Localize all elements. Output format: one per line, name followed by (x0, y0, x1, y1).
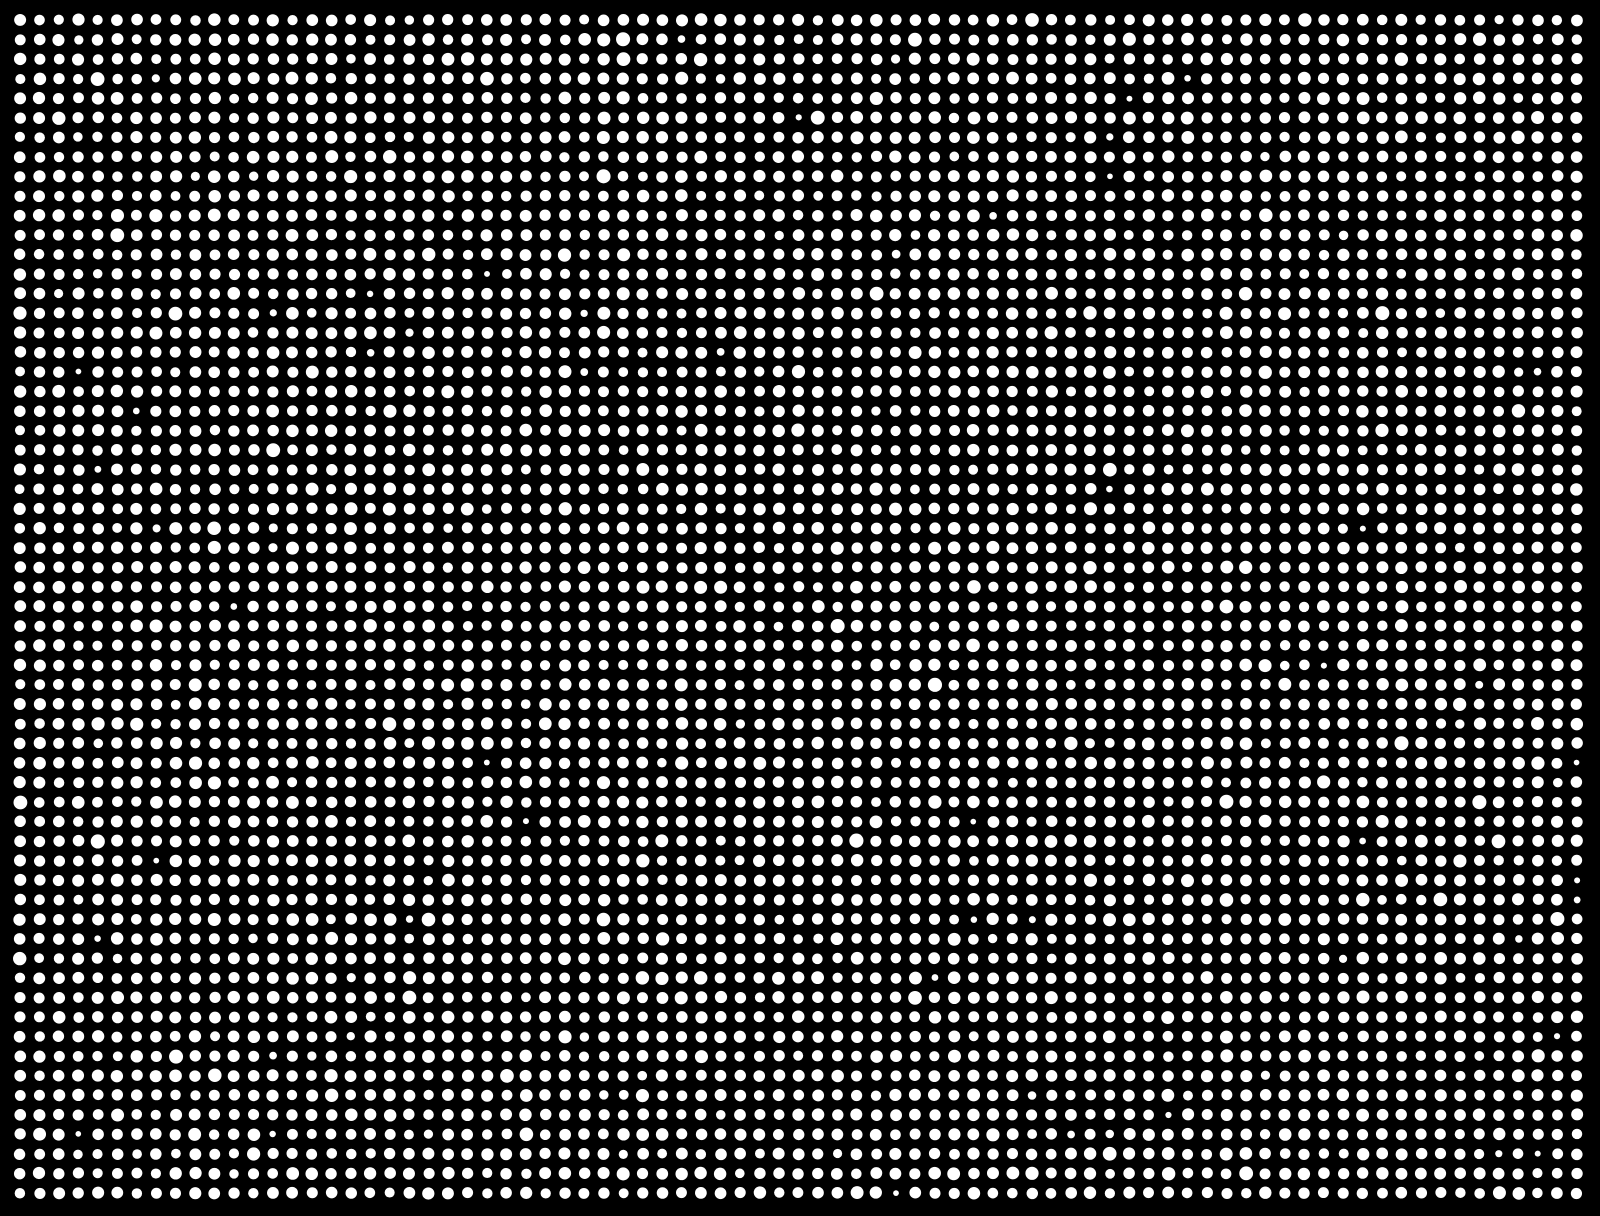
halftone-pattern (13, 13, 1584, 1200)
dot-grid (13, 13, 1584, 1200)
